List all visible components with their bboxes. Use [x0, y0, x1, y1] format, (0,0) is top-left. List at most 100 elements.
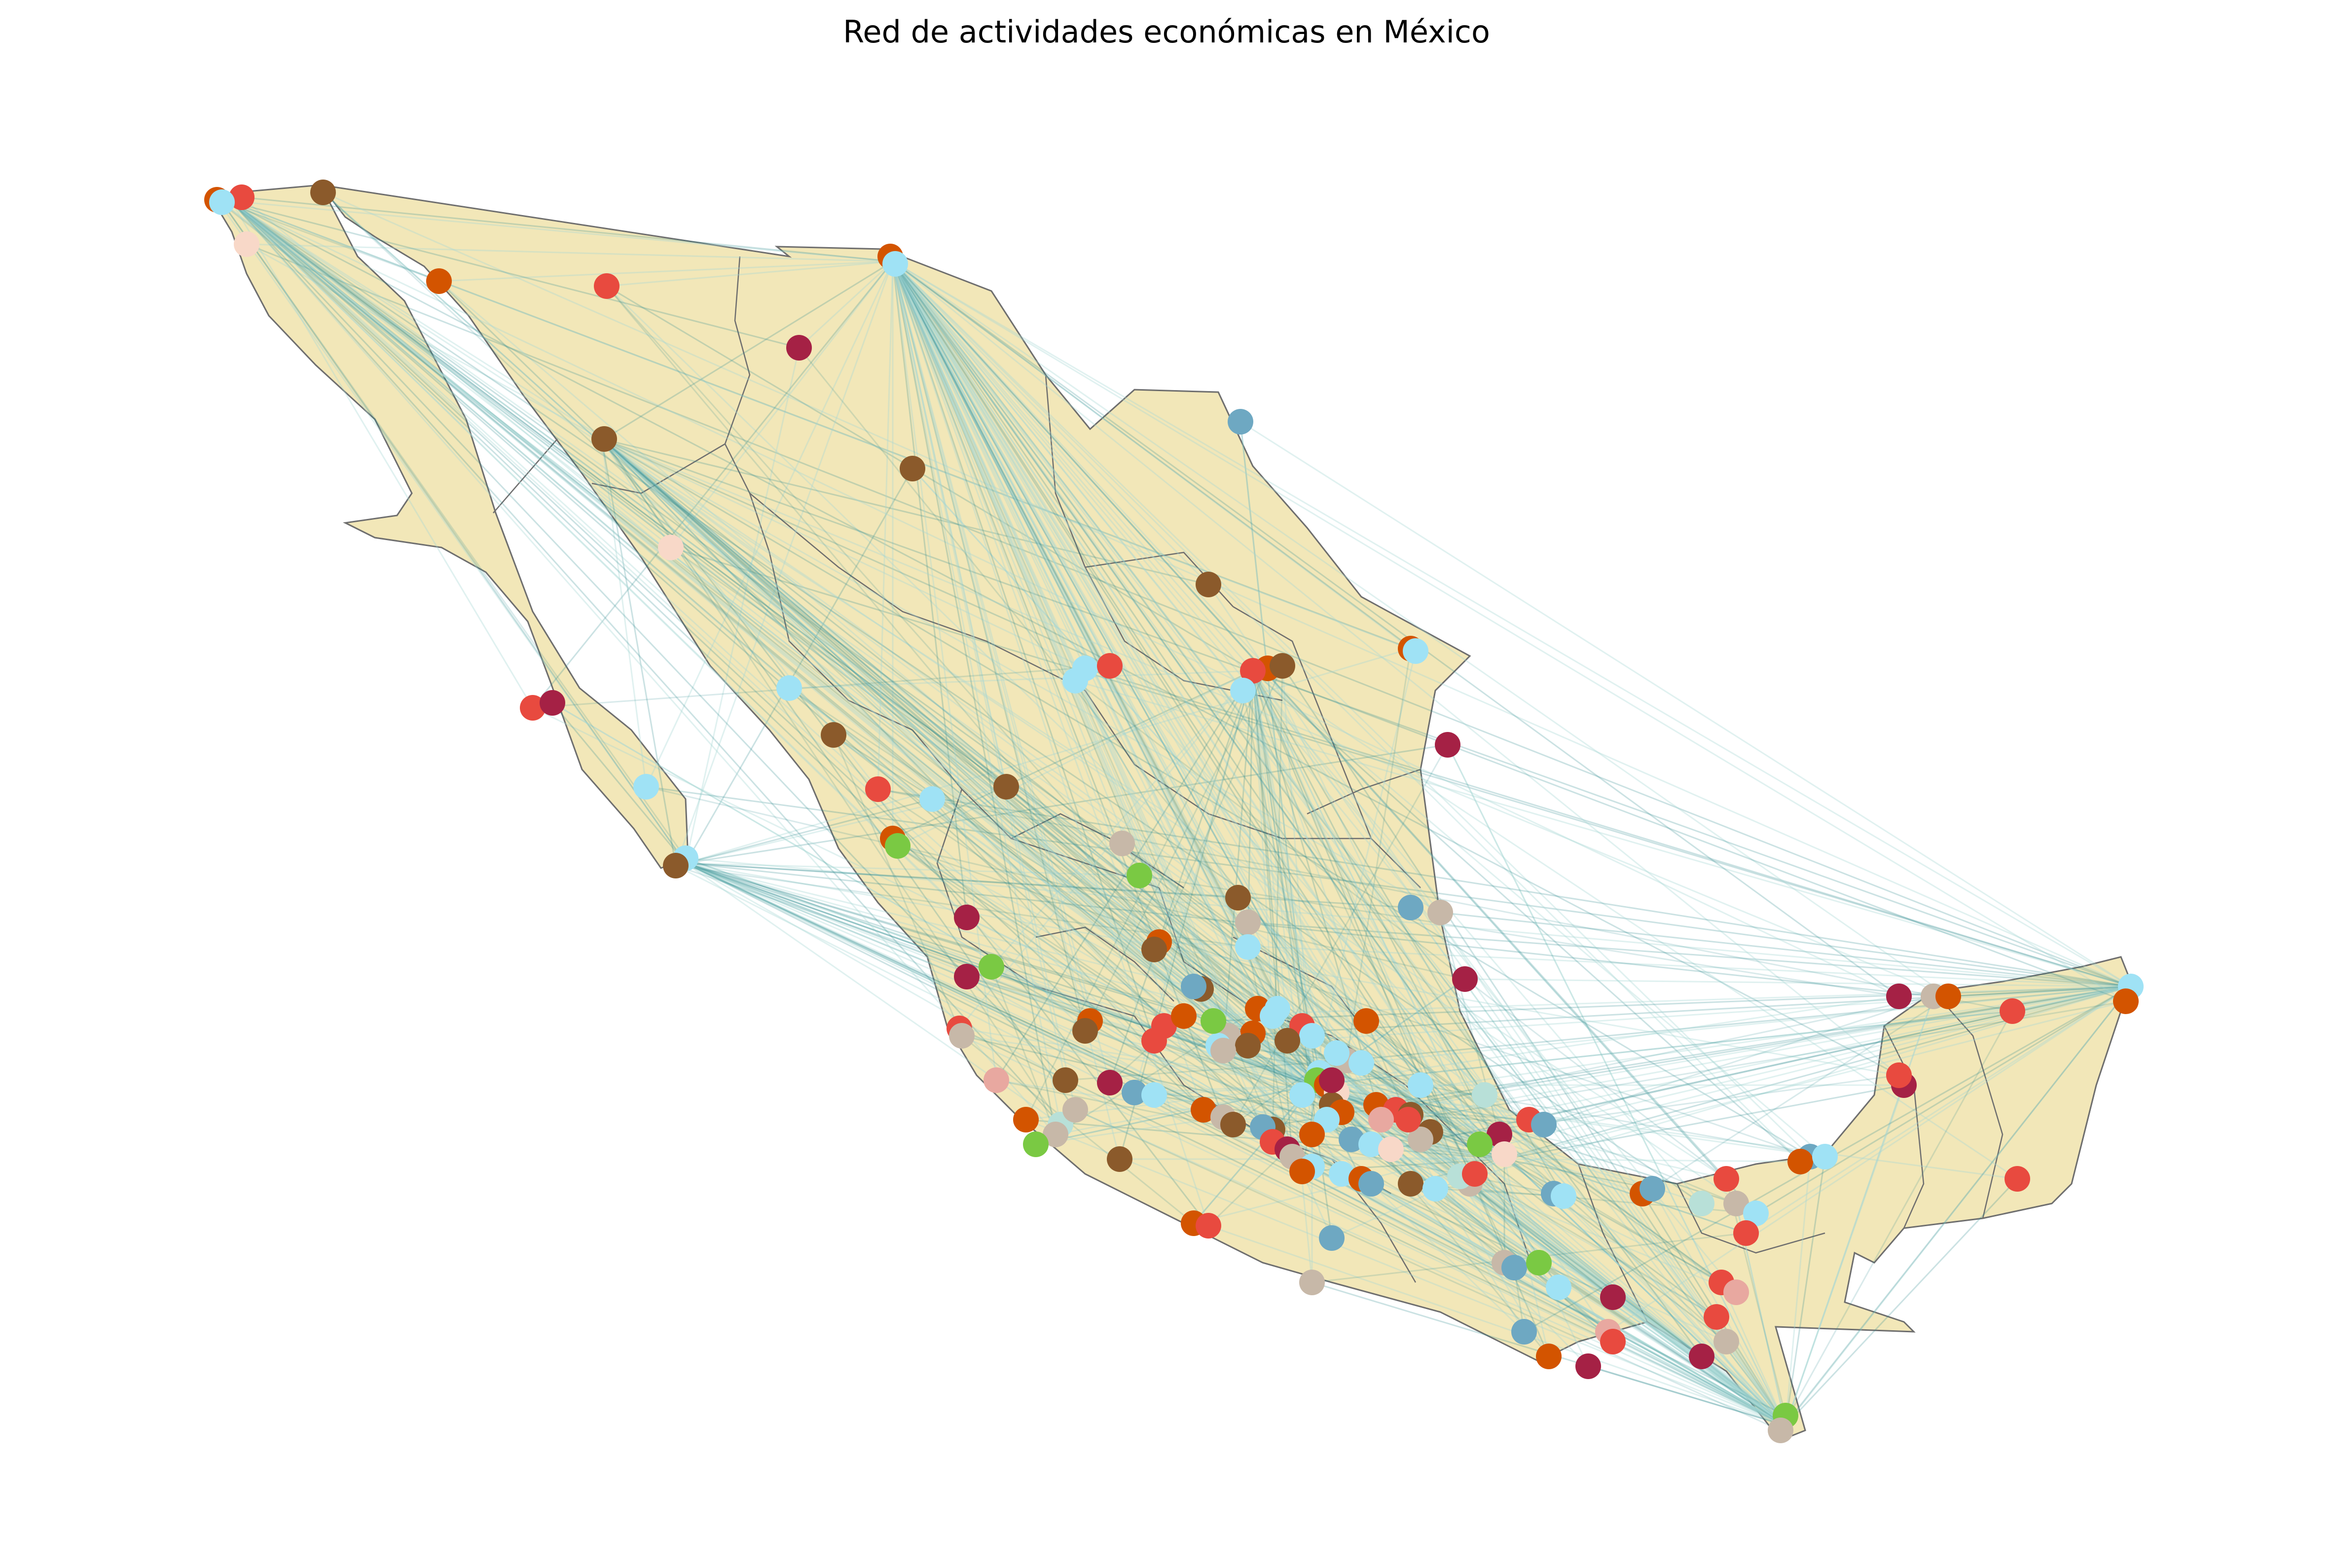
network-node: [1435, 732, 1460, 758]
network-edge: [1746, 985, 2131, 1234]
network-edge: [606, 285, 1253, 672]
network-node: [229, 184, 255, 210]
network-edge: [892, 261, 1382, 1120]
network-edge: [894, 263, 1486, 1095]
network-edge: [685, 862, 1312, 1135]
network-edge: [1346, 648, 1412, 1061]
network-edge: [1154, 1040, 1559, 1288]
network-node: [984, 1067, 1009, 1093]
network-edge: [1154, 1094, 1786, 1426]
network-edge: [646, 786, 2131, 987]
network-edge: [685, 862, 1239, 899]
network-edge: [685, 862, 1234, 1126]
network-edge: [959, 1027, 1312, 1086]
network-edge: [892, 261, 1091, 1021]
network-edge: [1469, 1183, 1786, 1426]
network-edge: [246, 243, 2131, 987]
network-edge: [685, 862, 1066, 1081]
network-edge: [601, 438, 2131, 987]
network-edge: [685, 347, 800, 864]
network-edge: [961, 1035, 1786, 1426]
network-edge: [1252, 670, 1505, 1160]
network-node: [786, 335, 812, 361]
network-node: [1324, 1040, 1349, 1066]
network-edge: [995, 670, 1254, 1081]
network-edge: [892, 261, 1530, 1120]
network-edge: [646, 786, 1465, 980]
network-edge: [1252, 670, 1589, 1367]
network-edge: [892, 261, 1229, 1036]
network-node: [1723, 1191, 1749, 1216]
network-edge: [966, 976, 1786, 1426]
network-edge: [1247, 921, 2131, 987]
network-edge: [231, 201, 1899, 997]
network-edge: [892, 261, 1422, 1140]
network-edge: [892, 261, 1515, 1268]
network-node: [1501, 1255, 1527, 1280]
network-edge: [889, 256, 1254, 671]
network-node: [1220, 1112, 1246, 1137]
network-edge: [1242, 690, 1320, 1073]
network-node: [209, 189, 235, 215]
network-node: [1171, 1003, 1197, 1029]
network-edge: [438, 280, 1786, 1426]
network-edge: [601, 438, 1781, 1431]
network-edge: [601, 438, 1264, 1128]
network-edge: [892, 261, 1111, 1083]
network-edge: [1159, 941, 2131, 987]
network-node: [1210, 1038, 1236, 1063]
network-node: [919, 786, 945, 812]
network-edge: [1326, 1084, 1786, 1426]
network-edge: [532, 261, 894, 708]
network-edge: [1247, 1045, 1391, 1150]
network-edge: [892, 261, 1313, 1135]
network-edge: [601, 438, 1249, 1047]
network-node: [1141, 1082, 1167, 1108]
network-edge: [231, 201, 968, 918]
network-edge: [1272, 665, 1283, 1142]
network-edge: [1164, 1025, 1786, 1426]
network-edge: [1252, 670, 1318, 1081]
network-edge: [551, 702, 687, 864]
network-edge: [1474, 1173, 1786, 1426]
network-edge: [231, 201, 1737, 1293]
network-edge: [1240, 421, 2131, 987]
network-edge: [231, 201, 1155, 1042]
network-edge: [322, 191, 1229, 1037]
network-node: [1378, 1136, 1404, 1162]
network-edge: [1785, 1156, 1826, 1426]
network-edge: [231, 201, 1702, 1204]
network-node: [1452, 966, 1478, 992]
network-edge: [1252, 670, 1540, 1263]
network-edge: [645, 261, 894, 787]
network-edge: [685, 786, 1007, 864]
network-edge: [601, 438, 672, 548]
network-edge: [892, 261, 1481, 1145]
network-edge: [892, 261, 1333, 1239]
network-node: [633, 774, 659, 800]
network-edge: [231, 201, 1086, 1032]
network-edge: [685, 862, 1613, 1298]
network-edge: [1371, 1183, 1786, 1426]
network-edge: [601, 438, 1155, 950]
network-edge: [892, 261, 1550, 1357]
network-edge: [231, 201, 1337, 1054]
network-edge: [892, 261, 1422, 1086]
network-node: [1743, 1201, 1769, 1226]
network-edge: [892, 261, 1303, 1095]
network-edge: [601, 438, 1756, 1214]
network-edge: [877, 261, 894, 790]
network-edge: [892, 260, 1757, 1214]
network-edge: [966, 976, 1312, 1086]
network-node: [591, 426, 617, 452]
network-edge: [601, 438, 1209, 585]
network-node: [663, 853, 689, 878]
network-edge: [2012, 985, 2131, 1012]
network-edge: [911, 468, 1786, 1426]
network-edge: [685, 862, 1411, 909]
network-edge: [246, 243, 602, 440]
network-node: [1122, 1080, 1147, 1105]
network-edge: [601, 438, 1229, 1037]
network-edge: [685, 468, 913, 864]
network-edge: [1312, 1166, 1786, 1426]
